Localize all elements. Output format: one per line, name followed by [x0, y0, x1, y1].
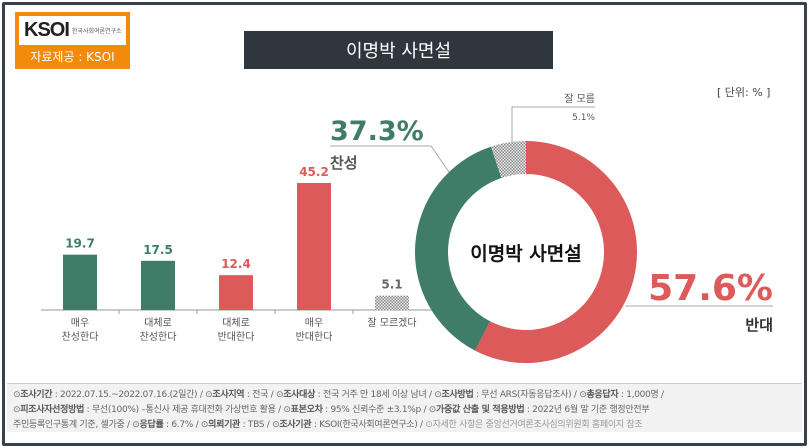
category-label: 대체로 — [144, 317, 172, 329]
oppose-label: 반대 — [745, 316, 773, 334]
leader-line — [511, 106, 595, 142]
donut-center-label: 이명박 사면설 — [470, 243, 582, 265]
category-label: 찬성한다 — [140, 331, 177, 343]
chart-title: 이명박 사면설 — [244, 31, 553, 69]
survey-info: ⊙조사기간 : 2022.07.15.~2022.07.16.(2일간) / ⊙… — [7, 383, 802, 432]
category-label: 대체로 — [222, 317, 250, 329]
logo-subtitle: 한국사회여론연구소 — [71, 28, 122, 35]
category-label: 찬성한다 — [62, 331, 99, 343]
footer-line: ⊙피조사자선정방법 : 무선(100%) –통신사 제공 휴대전화 가상번호 활… — [13, 405, 650, 415]
unit-label: [ 단위: % ] — [717, 86, 771, 99]
dontknow-label: 잘 모름 — [564, 93, 595, 105]
logo: KSOI 한국사회여론연구소 자료제공 : KSOI — [15, 12, 130, 69]
data-source: 자료제공 : KSOI — [30, 50, 115, 64]
bar-value-label: 5.1 — [381, 278, 402, 292]
support-percent: 37.3% — [330, 116, 424, 147]
category-label: 반대한다 — [218, 331, 255, 343]
donut-slice-잘 모름 — [491, 141, 526, 178]
logo-brand: KSOI — [24, 19, 70, 41]
bar — [375, 295, 409, 310]
category-label: 매우 — [71, 317, 89, 329]
leader-line — [330, 145, 450, 173]
bar — [219, 275, 253, 310]
support-label: 찬성 — [330, 154, 358, 172]
donut-slice-찬성 — [415, 146, 502, 351]
bar-value-label: 12.4 — [221, 257, 251, 271]
category-label: 매우 — [305, 317, 323, 329]
donut-slice-반대 — [474, 141, 637, 363]
bar-value-label: 45.2 — [299, 165, 329, 179]
oppose-percent: 57.6% — [648, 268, 773, 309]
footer-line: ⊙조사기간 : 2022.07.15.~2022.07.16.(2일간) / ⊙… — [13, 390, 664, 400]
dontknow-percent: 5.1% — [572, 113, 595, 123]
bar-value-label: 17.5 — [143, 243, 173, 257]
bar — [297, 182, 331, 310]
category-label: 잘 모르겠다 — [367, 317, 416, 329]
category-label: 반대한다 — [296, 331, 333, 343]
bar — [141, 260, 175, 310]
footer-line: 주민등록인구통계 기준, 셀가중 / ⊙응답률 : 6.7% / ⊙의뢰기관 :… — [13, 420, 643, 430]
bar-value-label: 19.7 — [65, 237, 95, 251]
bar — [63, 254, 97, 310]
